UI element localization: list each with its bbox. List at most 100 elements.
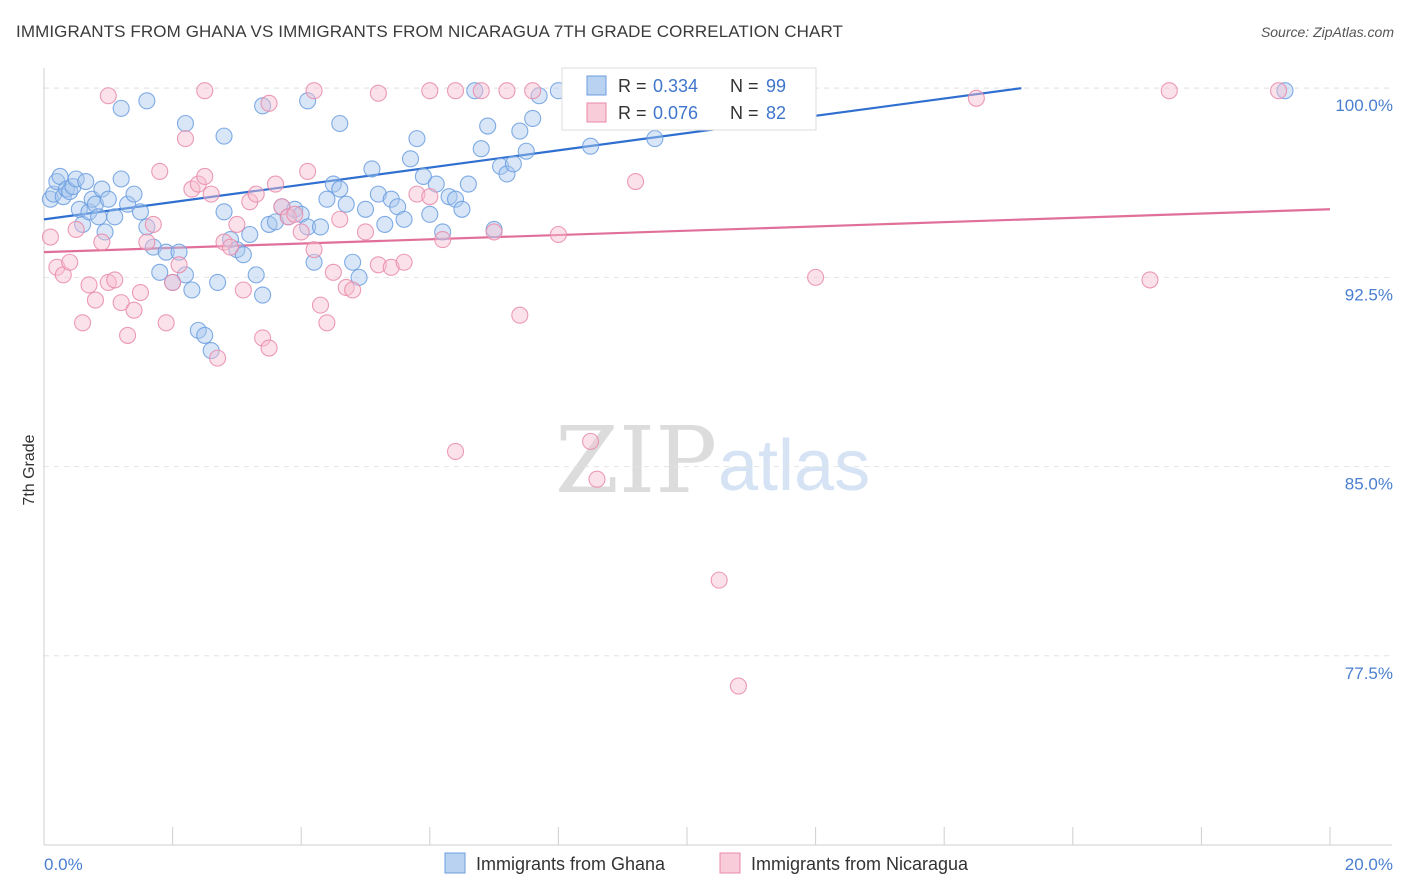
nicaragua-point bbox=[138, 233, 156, 251]
ghana-point bbox=[421, 205, 439, 223]
nicaragua-point bbox=[524, 82, 542, 100]
nicaragua-point bbox=[86, 291, 104, 309]
ghana-point bbox=[215, 127, 233, 145]
stats-swatch-ghana bbox=[586, 75, 607, 96]
stats-r-label-nicaragua: R = bbox=[618, 103, 647, 123]
legend-label-ghana: Immigrants from Ghana bbox=[476, 854, 666, 874]
nicaragua-point bbox=[106, 271, 124, 289]
nicaragua-point bbox=[382, 258, 400, 276]
ghana-point bbox=[112, 170, 130, 188]
chart-title: IMMIGRANTS FROM GHANA VS IMMIGRANTS FROM… bbox=[16, 22, 844, 41]
nicaragua-point bbox=[581, 432, 600, 450]
nicaragua-point bbox=[710, 571, 728, 589]
y-tick-label: 77.5% bbox=[1345, 664, 1393, 683]
y-tick-label: 92.5% bbox=[1345, 285, 1393, 304]
nicaragua-point bbox=[627, 172, 645, 191]
stats-r-value-nicaragua: 0.076 bbox=[653, 103, 698, 123]
nicaragua-point bbox=[247, 185, 265, 203]
nicaragua-point bbox=[112, 294, 130, 312]
ghana-point bbox=[299, 92, 317, 110]
nicaragua-point bbox=[305, 241, 323, 259]
stats-n-value-nicaragua: 82 bbox=[766, 103, 786, 123]
nicaragua-point bbox=[588, 470, 606, 488]
nicaragua-point bbox=[318, 314, 336, 332]
nicaragua-point bbox=[164, 273, 182, 291]
ghana-point bbox=[209, 273, 227, 291]
ghana-point bbox=[254, 286, 272, 304]
nicaragua-point bbox=[446, 442, 465, 461]
nicaragua-point bbox=[1160, 82, 1178, 100]
nicaragua-point bbox=[41, 228, 59, 246]
nicaragua-point bbox=[356, 223, 375, 241]
nicaragua-point bbox=[292, 223, 310, 241]
nicaragua-point bbox=[254, 329, 272, 347]
nicaragua-point bbox=[421, 188, 439, 206]
nicaragua-point bbox=[421, 82, 439, 100]
nicaragua-point bbox=[729, 677, 747, 695]
nicaragua-point bbox=[1141, 271, 1159, 289]
ghana-point bbox=[331, 114, 349, 133]
legend-label-nicaragua: Immigrants from Nicaragua bbox=[751, 854, 969, 874]
trend-line-ghana bbox=[43, 87, 1022, 221]
nicaragua-point bbox=[99, 87, 117, 105]
nicaragua-point bbox=[446, 82, 465, 100]
nicaragua-point bbox=[228, 215, 246, 233]
ghana-point bbox=[344, 253, 362, 271]
x-tick-label: 0.0% bbox=[44, 855, 83, 874]
nicaragua-point bbox=[196, 167, 214, 186]
ghana-point bbox=[157, 243, 175, 261]
y-tick-label: 100.0% bbox=[1335, 96, 1393, 115]
nicaragua-point bbox=[967, 89, 985, 107]
ghana-point bbox=[106, 208, 124, 226]
ghana-point bbox=[67, 170, 85, 188]
ghana-point bbox=[311, 218, 330, 236]
ghana-point bbox=[472, 140, 490, 158]
nicaragua-point bbox=[260, 339, 278, 357]
ghana-point bbox=[408, 130, 426, 148]
nicaragua-point bbox=[324, 263, 342, 281]
nicaragua-point bbox=[286, 205, 304, 223]
ghana-point bbox=[170, 243, 188, 261]
ghana-point bbox=[112, 99, 130, 117]
x-tick-label: 20.0% bbox=[1345, 855, 1393, 874]
nicaragua-point bbox=[80, 276, 98, 294]
ghana-point bbox=[41, 190, 59, 208]
ghana-point bbox=[446, 190, 465, 208]
tick-labels: 100.0% 92.5% 85.0% 77.5% 0.0% 20.0% bbox=[44, 96, 1393, 874]
nicaragua-point bbox=[472, 82, 490, 100]
trend-line-nicaragua bbox=[43, 208, 1331, 254]
ghana-point bbox=[77, 172, 95, 191]
ghana-point bbox=[401, 150, 420, 168]
nicaragua-point bbox=[151, 162, 169, 180]
ghana-point bbox=[96, 223, 114, 241]
gridlines bbox=[44, 87, 1392, 657]
ghana-point bbox=[395, 210, 413, 228]
ghana-point bbox=[369, 185, 387, 203]
ghana-point bbox=[414, 167, 432, 186]
stats-n-label-nicaragua: N = bbox=[730, 103, 759, 123]
ghana-point bbox=[90, 208, 108, 226]
ghana-point bbox=[646, 130, 664, 148]
stats-r-value-ghana: 0.334 bbox=[653, 76, 698, 96]
ghana-point bbox=[125, 185, 143, 203]
nicaragua-point bbox=[196, 82, 214, 100]
stats-r-label-ghana: R = bbox=[618, 76, 647, 96]
ghana-point bbox=[459, 175, 477, 193]
ghana-point bbox=[318, 190, 336, 208]
y-axis-label: 7th Grade bbox=[21, 434, 38, 505]
ghana-point bbox=[363, 160, 381, 178]
ghana-point bbox=[234, 246, 252, 264]
nicaragua-point bbox=[176, 130, 195, 148]
ghana-point bbox=[176, 266, 195, 284]
nicaragua-point bbox=[119, 326, 137, 344]
axes bbox=[43, 68, 1392, 846]
nicaragua-point bbox=[369, 256, 387, 274]
nicaragua-point bbox=[170, 256, 188, 274]
nicaragua-point bbox=[311, 296, 330, 314]
ghana-point bbox=[241, 225, 259, 244]
ghana-point bbox=[498, 165, 516, 183]
nicaragua-point bbox=[234, 281, 252, 299]
ghana-point bbox=[581, 137, 600, 155]
ghana-point bbox=[356, 200, 375, 218]
stats-n-label-ghana: N = bbox=[730, 76, 759, 96]
